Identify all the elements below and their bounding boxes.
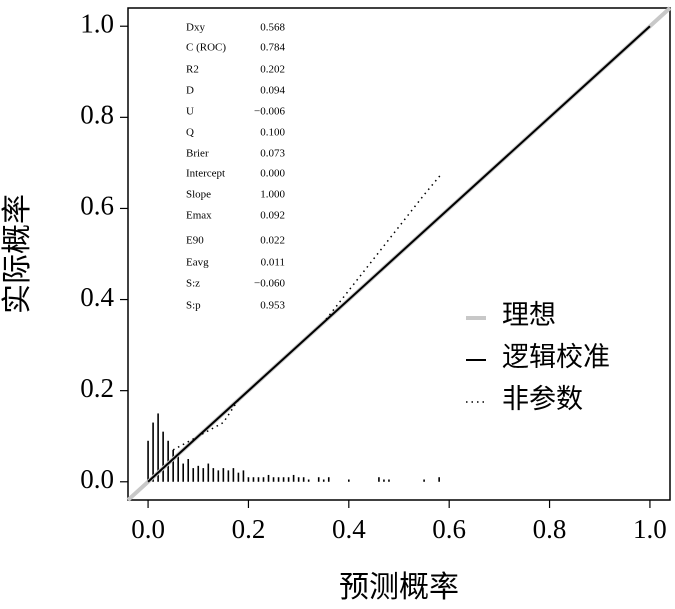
stat-value: 0.011 bbox=[261, 257, 285, 269]
stat-value: −0.060 bbox=[254, 278, 285, 290]
stat-value: 0.100 bbox=[260, 127, 285, 139]
series-line bbox=[172, 173, 442, 451]
stat-label: R2 bbox=[186, 64, 199, 76]
stat-label: C (ROC) bbox=[186, 42, 226, 54]
x-tick-label: 1.0 bbox=[633, 514, 667, 544]
stat-value: 0.092 bbox=[260, 210, 285, 222]
stat-label: U bbox=[186, 106, 194, 118]
stat-value: 0.000 bbox=[260, 168, 285, 180]
x-tick-label: 0.6 bbox=[432, 514, 466, 544]
stat-value: 0.953 bbox=[260, 300, 285, 312]
stat-value: 0.202 bbox=[260, 64, 285, 76]
stat-value: 1.000 bbox=[260, 189, 285, 201]
x-tick-label: 0.4 bbox=[332, 514, 366, 544]
stat-label: D bbox=[186, 85, 194, 97]
y-tick-label: 0.2 bbox=[80, 373, 114, 403]
x-tick-label: 0.8 bbox=[533, 514, 567, 544]
y-tick-label: 1.0 bbox=[80, 8, 114, 38]
y-axis-title: 实际概率 bbox=[1, 194, 34, 314]
x-axis-title: 预测概率 bbox=[339, 571, 459, 604]
stat-label: Eavg bbox=[186, 257, 209, 269]
stat-value: 0.784 bbox=[260, 42, 285, 54]
y-tick-label: 0.0 bbox=[80, 464, 114, 494]
stat-value: 0.568 bbox=[260, 22, 285, 34]
stat-label: Emax bbox=[186, 210, 212, 222]
stat-value: 0.022 bbox=[260, 235, 285, 247]
stat-label: E90 bbox=[186, 235, 204, 247]
stat-label: Brier bbox=[186, 148, 209, 160]
legend-label: 理想 bbox=[502, 300, 556, 330]
stat-value: 0.094 bbox=[260, 85, 285, 97]
series-line bbox=[147, 25, 651, 483]
y-tick-label: 0.8 bbox=[80, 100, 114, 130]
stat-label: Intercept bbox=[186, 168, 225, 180]
y-tick-label: 0.6 bbox=[80, 191, 114, 221]
legend-label: 逻辑校准 bbox=[502, 342, 610, 372]
stat-label: S:z bbox=[186, 278, 200, 290]
stat-label: S:p bbox=[186, 300, 201, 312]
plot-frame bbox=[127, 7, 671, 501]
x-tick-label: 0.2 bbox=[232, 514, 266, 544]
stat-label: Dxy bbox=[186, 22, 205, 34]
stat-label: Slope bbox=[186, 189, 211, 201]
x-tick-label: 0.0 bbox=[131, 514, 165, 544]
stat-label: Q bbox=[186, 127, 194, 139]
y-tick-label: 0.4 bbox=[80, 282, 114, 312]
stat-value: −0.006 bbox=[254, 106, 285, 118]
legend-label: 非参数 bbox=[502, 384, 583, 414]
stat-value: 0.073 bbox=[260, 148, 285, 160]
